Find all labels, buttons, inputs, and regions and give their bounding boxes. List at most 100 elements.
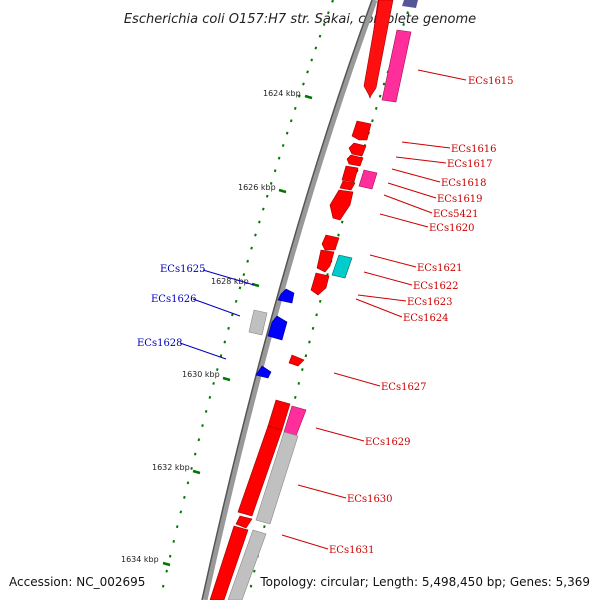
tick-mark <box>269 181 273 185</box>
gene-ecs1621[interactable] <box>321 234 340 251</box>
scale-label-1626: 1626 kbp <box>238 183 276 192</box>
scale-label-1624: 1624 kbp <box>263 89 301 98</box>
tick-mark <box>314 46 318 50</box>
feature-pink-1615[interactable] <box>381 29 412 103</box>
tick-mark <box>331 0 334 3</box>
tick-mark <box>406 11 409 15</box>
feature-pink-1618[interactable] <box>358 169 378 190</box>
label-ecs1623[interactable]: ECs1623 <box>407 297 453 308</box>
gene-ecs1622[interactable] <box>316 249 335 273</box>
tick-mark <box>310 58 314 62</box>
scale-tick <box>304 94 313 100</box>
tick-mark <box>402 22 405 26</box>
gene-ecs1628[interactable] <box>255 365 272 379</box>
tick-mark <box>306 70 309 74</box>
scale-label-1632: 1632 kbp <box>152 463 190 472</box>
tick-mark <box>318 34 322 38</box>
scale-labels: 1624 kbp 1626 kbp 1628 kbp 1630 kbp 1632… <box>121 89 301 564</box>
tick-mark <box>246 259 249 263</box>
scale-tick <box>162 561 171 567</box>
gene-labels-left: ECs1625 ECs1626 ECs1628 <box>137 264 206 349</box>
label-ecs1615[interactable]: ECs1615 <box>468 76 514 87</box>
tick-mark <box>273 169 277 173</box>
tick-mark <box>253 569 256 573</box>
tick-mark <box>179 510 183 514</box>
tick-mark <box>297 381 301 385</box>
gene-ecs1618[interactable] <box>341 165 359 183</box>
gene-ecs1619[interactable] <box>339 180 356 191</box>
genome-title: Escherichia coli O157:H7 str. Sakai, com… <box>124 12 476 27</box>
tick-mark <box>308 340 311 344</box>
gene-ecs1623[interactable] <box>310 272 330 296</box>
leader-lines <box>179 69 467 550</box>
feature-cyan-1622[interactable] <box>331 254 353 279</box>
gene-ecs1615-body[interactable] <box>363 0 394 98</box>
tick-mark <box>223 340 227 344</box>
backbone <box>201 0 378 600</box>
gene-ecs1630[interactable] <box>237 425 283 517</box>
tick-mark <box>165 569 168 573</box>
gene-ecs5421[interactable] <box>329 189 354 221</box>
tick-mark <box>208 395 212 399</box>
label-ecs1622[interactable]: ECs1622 <box>413 281 459 292</box>
scale-tick <box>222 376 231 382</box>
tick-mark <box>197 438 201 442</box>
feature-grey-1631[interactable] <box>227 529 267 600</box>
gene-ecs1631[interactable] <box>209 525 249 600</box>
tick-mark <box>215 368 219 372</box>
label-ecs5421[interactable]: ECs5421 <box>433 209 479 220</box>
tick-mark <box>301 368 304 372</box>
label-ecs1618[interactable]: ECs1618 <box>441 178 487 189</box>
label-ecs1625[interactable]: ECs1625 <box>160 264 206 275</box>
tick-mark <box>294 395 297 399</box>
label-ecs1616[interactable]: ECs1616 <box>451 144 497 155</box>
tick-mark <box>285 131 289 135</box>
gene-ecs1630-tip[interactable] <box>235 515 253 529</box>
gene-ecs1617[interactable] <box>348 142 367 157</box>
accession-text: Accession: NC_002695 <box>9 575 145 589</box>
tick-mark <box>250 246 253 250</box>
gene-ecs1617b[interactable] <box>346 154 364 167</box>
tick-mark <box>322 22 326 26</box>
tick-mark <box>231 313 234 317</box>
tick-mark <box>254 233 257 237</box>
gene-ecs1616[interactable] <box>351 120 372 141</box>
tick-mark <box>201 424 204 428</box>
feature-grey-1630[interactable] <box>255 431 299 525</box>
label-ecs1627[interactable]: ECs1627 <box>381 382 427 393</box>
tick-mark <box>212 381 215 385</box>
label-ecs1629[interactable]: ECs1629 <box>365 437 411 448</box>
scale-label-1634: 1634 kbp <box>121 555 159 564</box>
feature-grey-1626[interactable] <box>248 309 268 336</box>
label-ecs1619[interactable]: ECs1619 <box>437 194 483 205</box>
label-ecs1631[interactable]: ECs1631 <box>329 545 375 556</box>
gene-ecs1625[interactable] <box>277 288 295 304</box>
tick-mark <box>261 207 265 211</box>
tick-mark <box>238 286 242 290</box>
label-ecs1617[interactable]: ECs1617 <box>447 159 493 170</box>
tick-mark <box>378 94 382 98</box>
tick-mark <box>374 106 378 110</box>
label-ecs1630[interactable]: ECs1630 <box>347 494 393 505</box>
tick-mark <box>227 326 230 330</box>
tick-mark <box>337 233 340 237</box>
tick-mark <box>277 156 281 160</box>
tick-mark <box>258 220 261 224</box>
tick-mark <box>175 525 179 529</box>
gene-ecs1626[interactable] <box>267 315 288 341</box>
tick-mark <box>234 299 238 303</box>
scale-label-1628: 1628 kbp <box>211 277 249 286</box>
gene-ecs1627[interactable] <box>288 354 305 367</box>
feature-top-dark <box>402 0 418 8</box>
label-ecs1624[interactable]: ECs1624 <box>403 313 449 324</box>
tick-mark <box>168 554 172 558</box>
tick-mark <box>193 452 197 456</box>
tick-mark <box>311 326 315 330</box>
label-ecs1626[interactable]: ECs1626 <box>151 294 197 305</box>
label-ecs1620[interactable]: ECs1620 <box>429 223 475 234</box>
label-ecs1621[interactable]: ECs1621 <box>417 263 463 274</box>
label-ecs1628[interactable]: ECs1628 <box>137 338 183 349</box>
tick-mark <box>289 119 293 123</box>
tick-mark <box>161 584 165 588</box>
tick-mark <box>183 495 186 499</box>
